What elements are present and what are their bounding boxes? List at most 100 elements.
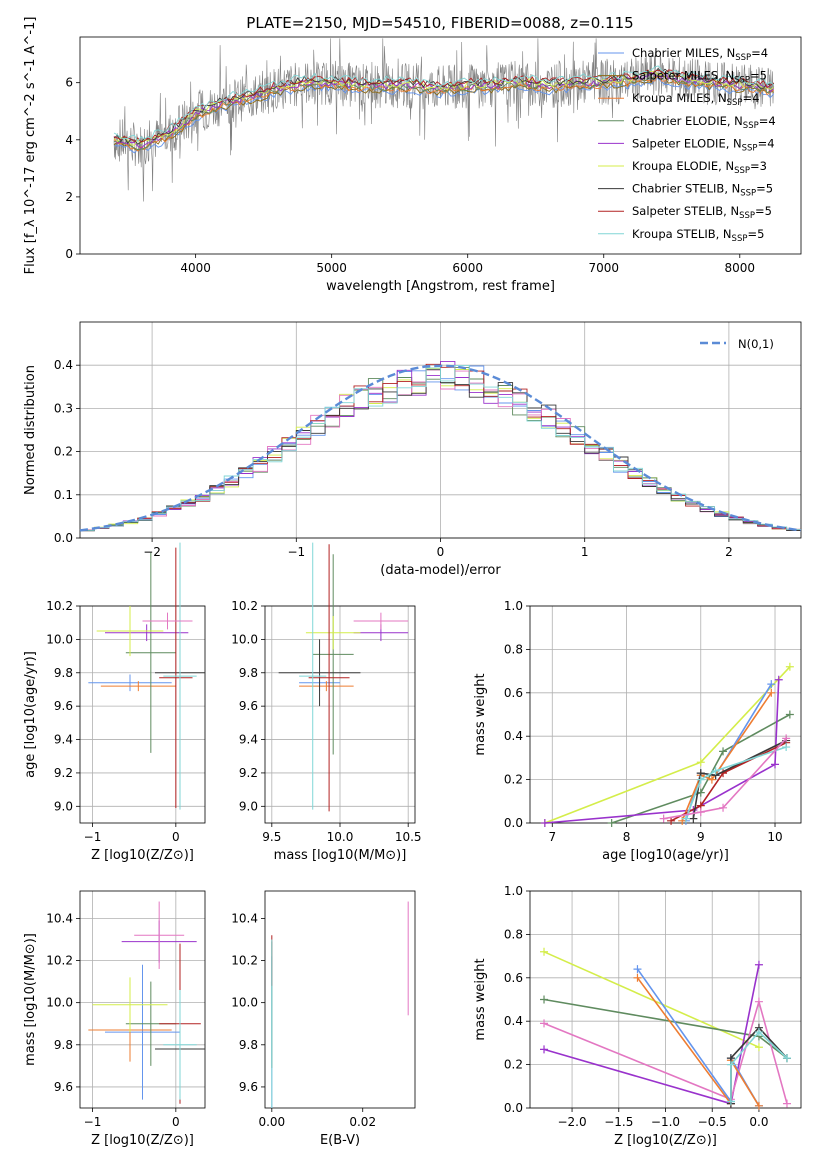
y-tick-label: 9.8 — [54, 666, 73, 680]
data-point — [633, 973, 642, 982]
y-tick-label: 9.6 — [239, 1080, 258, 1094]
y-tick-label: 9.2 — [239, 766, 258, 780]
x-tick-label: 8 — [623, 830, 631, 844]
x-tick-label: −2.0 — [557, 1115, 586, 1129]
panel-age_vs_mass: 9.5 10.0 10.5 9.0 9.2 9.4 9.6 9.8 10.0 10.2 mass [… — [231, 542, 422, 863]
y-tick-label: 0.4 — [54, 358, 73, 372]
legend-label: Chabrier MILES, NSSP=4 — [632, 46, 768, 63]
x-tick-label: 7 — [548, 830, 556, 844]
x-axis-label: mass [log10(M/M⊙)] — [274, 848, 407, 863]
y-tick-label: 9.8 — [239, 1038, 258, 1052]
gaussian-curve — [79, 364, 802, 532]
x-tick-label: −0.5 — [698, 1115, 727, 1129]
y-tick-label: 0.2 — [504, 1058, 523, 1072]
chart-title: PLATE=2150, MJD=54510, FIBERID=0088, z=0… — [246, 14, 633, 32]
series-kroupa_stelib — [685, 746, 787, 819]
x-tick-label: −1 — [84, 1115, 102, 1129]
y-tick-label: 0.6 — [504, 686, 523, 700]
data-point — [785, 710, 794, 719]
x-tick-label: 9 — [697, 830, 705, 844]
model-kroupa_miles — [113, 72, 774, 152]
data-point — [540, 995, 549, 1004]
data-point — [785, 662, 794, 671]
y-tick-label: 10.0 — [231, 632, 258, 646]
x-tick-label: 0.00 — [258, 1115, 285, 1129]
y-tick-label: 0 — [65, 247, 73, 261]
y-axis-label: mass [log10(M/M⊙)] — [23, 933, 38, 1066]
y-tick-label: 0.4 — [504, 729, 523, 743]
axes-frame — [264, 890, 416, 1109]
x-tick-label: −1 — [84, 830, 102, 844]
y-tick-label: 6 — [65, 76, 73, 90]
x-tick-label: 1 — [581, 545, 589, 559]
y-tick-label: 0.0 — [54, 531, 73, 545]
x-tick-label: 4000 — [180, 261, 211, 275]
x-tick-label: 9.5 — [262, 830, 281, 844]
data-point — [754, 1028, 763, 1037]
legend-label: Salpeter MILES, NSSP=5 — [632, 69, 767, 86]
data-point — [540, 1045, 549, 1054]
y-tick-label: 0.1 — [54, 488, 73, 502]
data-point — [633, 965, 642, 974]
y-tick-label: 1.0 — [504, 884, 523, 898]
x-tick-label: 6000 — [452, 261, 483, 275]
y-tick-label: 9.4 — [239, 733, 258, 747]
y-tick-label: 9.6 — [54, 699, 73, 713]
data-point — [754, 960, 763, 969]
x-tick-label: 10.0 — [327, 830, 354, 844]
y-tick-label: 9.8 — [54, 1038, 73, 1052]
data-point — [540, 947, 549, 956]
x-tick-label: 0 — [437, 545, 445, 559]
data-point — [681, 814, 690, 823]
series-pink — [663, 737, 787, 820]
data-point — [711, 766, 720, 775]
y-tick-label: 4 — [65, 133, 73, 147]
x-tick-label: 7000 — [588, 261, 619, 275]
data-point — [782, 734, 791, 743]
x-tick-label: −1 — [287, 545, 305, 559]
y-tick-label: 2 — [65, 190, 73, 204]
y-tick-label: 9.6 — [239, 699, 258, 713]
panel-weight_vs_Z: −2.0 −1.5 −1.0 −0.5 0.0 0.0 0.2 0.4 0.6 0.8 1.0 Z [… — [473, 884, 802, 1148]
panel-residuals: −2 −1 0 1 2 0.0 0.1 0.2 0.3 0.4 (data-model)/error… — [23, 321, 802, 578]
y-tick-label: 9.6 — [54, 1080, 73, 1094]
x-tick-label: 0.02 — [349, 1115, 376, 1129]
x-tick-label: 10 — [767, 830, 782, 844]
y-tick-label: 10.2 — [46, 954, 73, 968]
legend-label: Salpeter ELODIE, NSSP=4 — [632, 136, 775, 153]
legend-label: Chabrier STELIB, NSSP=5 — [632, 182, 773, 199]
axes-frame — [529, 890, 802, 1109]
data-point — [782, 1054, 791, 1063]
data-point — [719, 747, 728, 756]
x-axis-label: (data-model)/error — [380, 563, 501, 578]
x-tick-label: 0 — [172, 1115, 180, 1129]
y-tick-label: 1.0 — [504, 599, 523, 613]
y-tick-label: 9.8 — [239, 666, 258, 680]
series-chabrier_elodie — [611, 713, 791, 824]
x-tick-label: −1.5 — [604, 1115, 633, 1129]
panel-age_vs_Z: −1 0 9.0 9.2 9.4 9.6 9.8 10.0 10.2 Z [log10(Z/Z⊙)… — [23, 542, 206, 863]
series-salpeter_elodie — [543, 964, 760, 1105]
data-point — [782, 743, 791, 752]
x-tick-label: 2 — [725, 545, 733, 559]
legend-label: N(0,1) — [738, 337, 774, 351]
model-salpeter_miles — [113, 75, 774, 152]
legend-label: Salpeter STELIB, NSSP=5 — [632, 204, 772, 221]
series-chabrier_miles — [685, 683, 772, 822]
series-chabrier_stelib — [692, 739, 787, 819]
x-tick-label: 0 — [172, 830, 180, 844]
y-tick-label: 9.4 — [54, 733, 73, 747]
y-tick-label: 0.6 — [504, 971, 523, 985]
data-point — [754, 1101, 763, 1110]
data-point — [726, 1060, 735, 1069]
axes-frame — [529, 605, 802, 824]
series-kroupa_elodie — [543, 951, 760, 1048]
data-point — [696, 808, 705, 817]
panel-weight_vs_age: 7 8 9 10 0.0 0.2 0.4 0.6 0.8 1.0 age [log10(age/yr… — [473, 599, 802, 863]
model-chabrier_miles — [113, 78, 775, 154]
x-axis-label: age [log10(age/yr)] — [602, 848, 729, 863]
axes-frame — [79, 36, 802, 255]
model-kroupa_stelib — [113, 65, 775, 143]
axes-frame — [264, 605, 416, 824]
series-pink — [543, 998, 788, 1104]
